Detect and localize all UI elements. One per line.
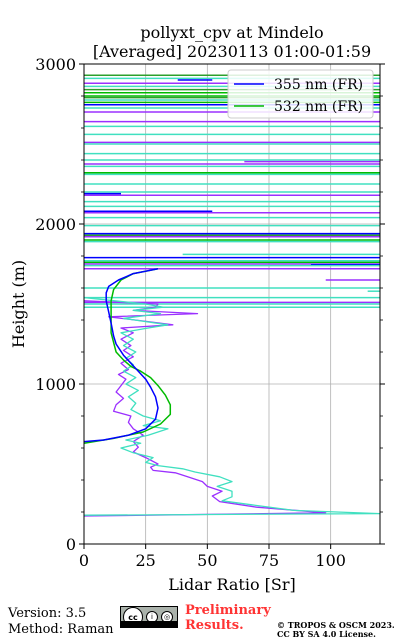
y-tick-label: 0 [66,535,76,554]
method-label: Method: Raman [8,622,114,637]
legend-label: 355 nm (FR) [274,77,363,93]
chart-subtitle: [Averaged] 20230113 01:00-01:59 [92,42,372,61]
series-line [83,296,381,516]
x-tick-label: 0 [79,551,89,570]
x-tick-label: 50 [197,551,217,570]
preliminary-label: Preliminary [185,603,271,618]
x-axis-label: Lidar Ratio [Sr] [168,575,296,594]
x-tick-label: 100 [315,551,346,570]
y-tick-label: 1000 [35,375,76,394]
y-axis-label: Height (m) [9,260,28,348]
copyright-text: © TROPOS & OSCM 2023. [277,620,395,630]
y-tick-label: 2000 [35,215,76,234]
legend-label: 532 nm (FR) [274,99,363,115]
plot-frame [83,63,381,545]
series-layer [83,268,381,517]
legend-box [227,69,374,119]
preliminary-results: Preliminary Results. [185,603,271,633]
y-tick-label: 3000 [35,55,76,74]
chart-title: pollyxt_cpv at Mindelo [140,23,324,42]
x-tick-label: 25 [135,551,155,570]
x-tick-label: 75 [259,551,279,570]
results-label: Results. [185,618,244,633]
version-label: Version: 3.5 [8,606,87,621]
series-line [83,268,172,444]
cc-badge-bar [121,621,177,627]
series-line [83,300,327,517]
series-line [83,268,159,443]
legend: 355 nm (FR) 532 nm (FR) [227,69,374,119]
license-text: CC BY SA 4.0 License. [277,629,376,639]
copyright-notice: © TROPOS & OSCM 2023. CC BY SA 4.0 Licen… [277,621,395,639]
cc-license-badge: cc i ◎ [120,606,178,628]
